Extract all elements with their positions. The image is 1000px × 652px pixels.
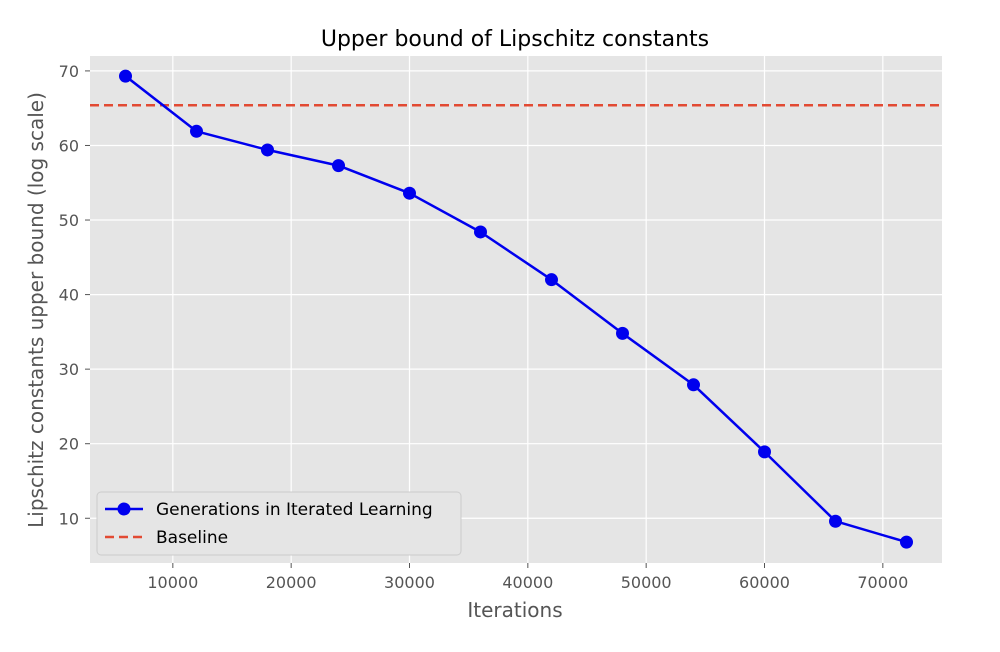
generations-data-point [190, 124, 203, 138]
y-axis-label: Lipschitz constants upper bound (log sca… [24, 92, 48, 528]
generations-series-line [124, 75, 907, 544]
generations-data-point [829, 514, 842, 528]
gridlines [90, 56, 942, 563]
x-tick-label: 70000 [857, 573, 908, 592]
x-axis-ticks: 10000 20000 30000 40000 50000 60000 70000 [147, 563, 908, 592]
x-tick-label: 10000 [147, 573, 198, 592]
y-tick-label: 70 [59, 62, 79, 81]
plot-area [90, 56, 942, 563]
x-tick-label: 40000 [502, 573, 553, 592]
legend-marker-generations [117, 502, 131, 516]
chart-title: Upper bound of Lipschitz constants [321, 27, 709, 52]
x-tick-label: 30000 [384, 573, 435, 592]
legend-label-baseline: Baseline [156, 528, 228, 548]
generations-data-point [545, 273, 558, 287]
generations-data-point [332, 159, 345, 173]
x-axis-label: Iterations [467, 598, 562, 622]
generations-data-point [403, 186, 416, 200]
generations-data-point [900, 535, 913, 549]
series-layer [90, 69, 942, 549]
y-tick-label: 40 [59, 286, 79, 305]
y-axis-ticks: 10 20 30 40 50 60 70 [59, 62, 90, 528]
y-tick-label: 30 [59, 360, 79, 379]
x-tick-label: 60000 [739, 573, 790, 592]
generations-data-point [758, 445, 771, 459]
x-tick-label: 50000 [621, 573, 672, 592]
generations-data-point [474, 225, 487, 239]
y-tick-label: 10 [59, 509, 79, 528]
legend-label-generations: Generations in Iterated Learning [156, 500, 433, 520]
y-tick-label: 60 [59, 136, 79, 155]
generations-data-point [261, 143, 274, 157]
generations-data-point [119, 69, 132, 83]
generations-data-point [687, 378, 700, 392]
x-tick-label: 20000 [266, 573, 317, 592]
legend: Generations in Iterated Learning Baselin… [96, 491, 462, 556]
generations-data-point [616, 326, 629, 340]
y-tick-label: 50 [59, 211, 79, 230]
legend-box [96, 491, 462, 556]
y-tick-label: 20 [59, 435, 79, 454]
